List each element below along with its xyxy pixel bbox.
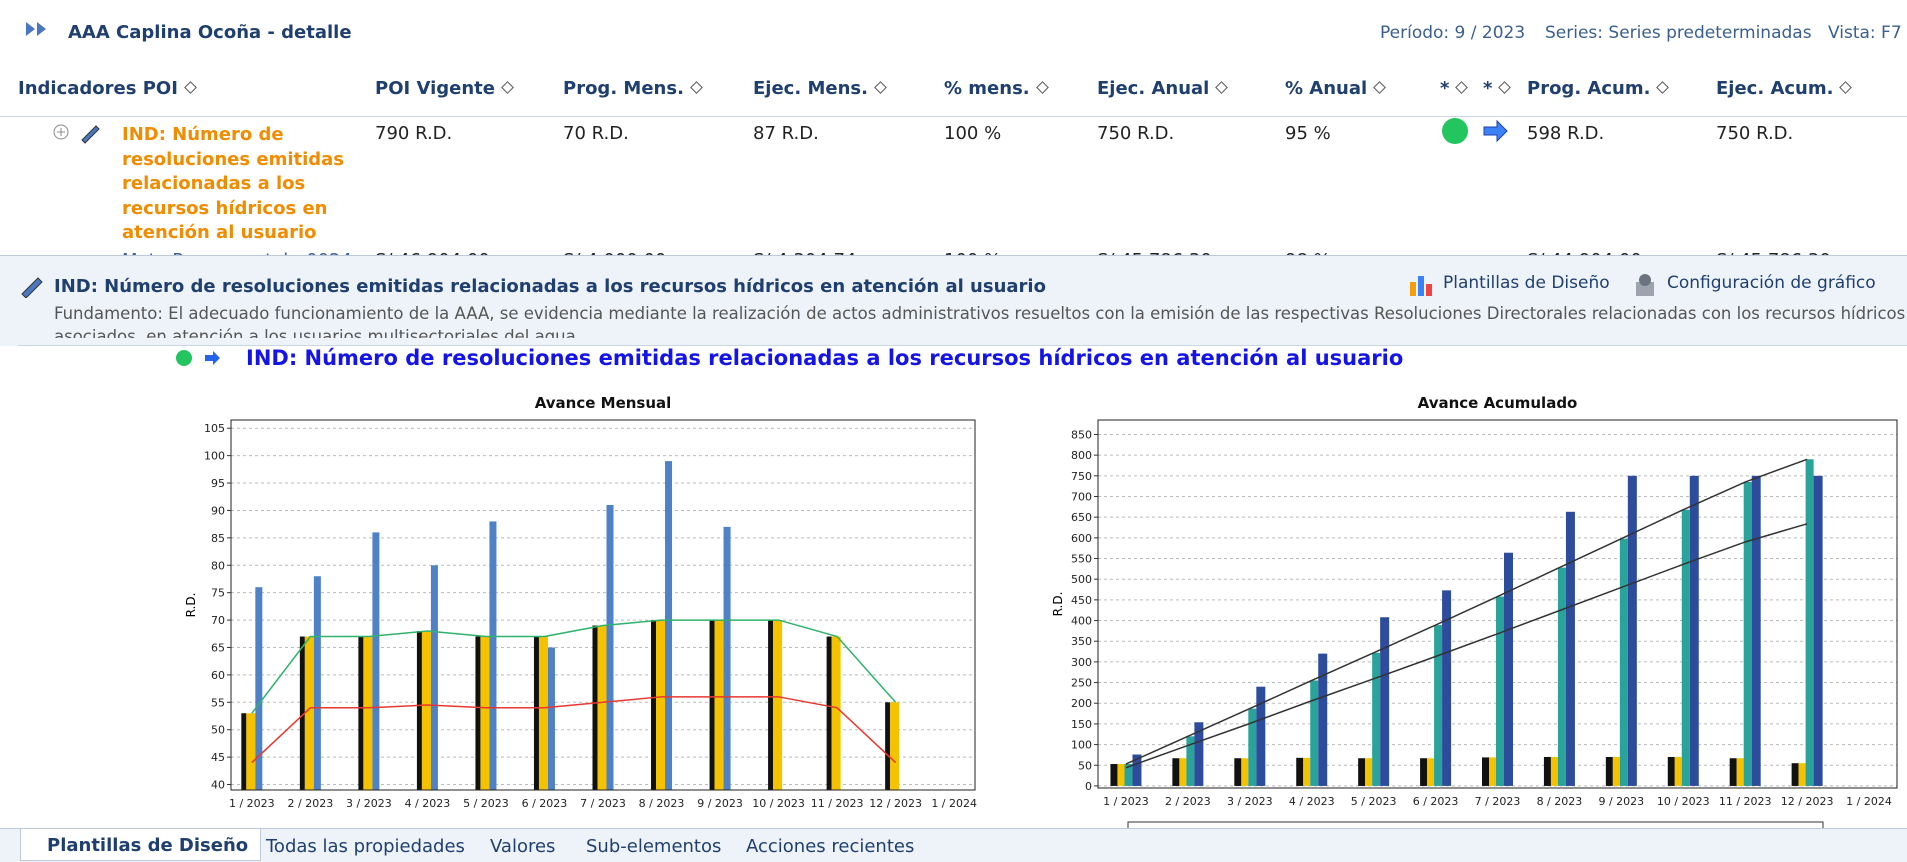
expand-icon[interactable] (26, 22, 48, 36)
series-setting: Series: Series predeterminadas (1545, 23, 1812, 43)
column-header[interactable]: Prog. Mens. (563, 78, 701, 99)
cell: 87 R.D. (753, 123, 819, 144)
header-title: AAA Caplina Ocoña - detalle (68, 22, 352, 43)
header-bar: AAA Caplina Ocoña - detalle Período: 9 /… (0, 0, 1907, 59)
detail-title: IND: Número de resoluciones emitidas rel… (54, 276, 1046, 297)
cell: S/ 46,904.00 (375, 250, 490, 255)
column-header[interactable]: Ejec. Anual (1097, 78, 1226, 99)
templates-button[interactable]: Plantillas de Diseño (1443, 273, 1610, 293)
cell: S/ 4,304.74 (753, 250, 856, 255)
tab-bar: Plantillas de Diseño Todas las propiedade… (0, 828, 1907, 862)
cell: S/ 44,904.00 (1527, 250, 1642, 255)
column-header[interactable]: Ejec. Acum. (1716, 78, 1850, 99)
cell: 750 R.D. (1097, 123, 1175, 144)
column-header[interactable]: % mens. (944, 78, 1047, 99)
status-icons (1442, 118, 1508, 144)
tab[interactable]: Valores (490, 836, 556, 857)
tab[interactable]: Acciones recientes (746, 836, 915, 857)
table-header: Indicadores POI POI Vigente Prog. Mens. Eje… (0, 58, 1907, 117)
cell: 100 % (944, 123, 1002, 144)
cell: S/ 45,786.30 (1097, 250, 1212, 255)
detail-panel: IND: Número de resoluciones emitidas rel… (0, 255, 1907, 346)
fundamento: Fundamento: El adecuado funcionamiento d… (54, 304, 1906, 338)
column-header[interactable]: Prog. Acum. (1527, 78, 1667, 99)
cell: 598 R.D. (1527, 123, 1605, 144)
indicator-icon (21, 277, 43, 298)
chart-heading: IND: Número de resoluciones emitidas rel… (246, 346, 1404, 370)
column-header[interactable]: POI Vigente (375, 78, 512, 99)
cell: S/ 4,000.00 (563, 250, 666, 255)
view-setting: Vista: F7 (1828, 23, 1902, 43)
row-label[interactable]: IND: Número de resoluciones emitidas rel… (122, 124, 345, 243)
row-label[interactable]: Meta Presupuestal - 0024 (122, 250, 352, 255)
column-header[interactable]: * (1483, 78, 1509, 99)
chart-area: IND: Número de resoluciones emitidas rel… (18, 345, 1907, 829)
cell: 98 % (1285, 250, 1331, 255)
cell: 95 % (1285, 123, 1331, 144)
cell: 100 % (944, 250, 1001, 255)
cell: 750 R.D. (1716, 123, 1794, 144)
period: Período: 9 / 2023 (1380, 23, 1526, 43)
column-header[interactable]: Ejec. Mens. (753, 78, 885, 99)
templates-icon[interactable] (1408, 272, 1436, 298)
tab[interactable]: Plantillas de Diseño (20, 829, 262, 861)
cell: S/ 45,786.30 (1716, 250, 1831, 255)
heading-icons (176, 350, 220, 366)
config-button[interactable]: Configuración de gráfico (1667, 273, 1876, 293)
tab[interactable]: Todas las propiedades (266, 836, 465, 857)
config-icon[interactable] (1632, 272, 1660, 298)
column-header[interactable]: * (1440, 78, 1466, 99)
cell: 70 R.D. (563, 123, 629, 144)
column-header[interactable]: % Anual (1285, 78, 1384, 99)
table-body: IND: Número de resoluciones emitidas rel… (0, 117, 1907, 255)
column-header[interactable]: Indicadores POI (18, 78, 195, 99)
cell: 790 R.D. (375, 123, 453, 144)
tab[interactable]: Sub-elementos (586, 836, 722, 857)
row-icons[interactable] (52, 122, 102, 144)
